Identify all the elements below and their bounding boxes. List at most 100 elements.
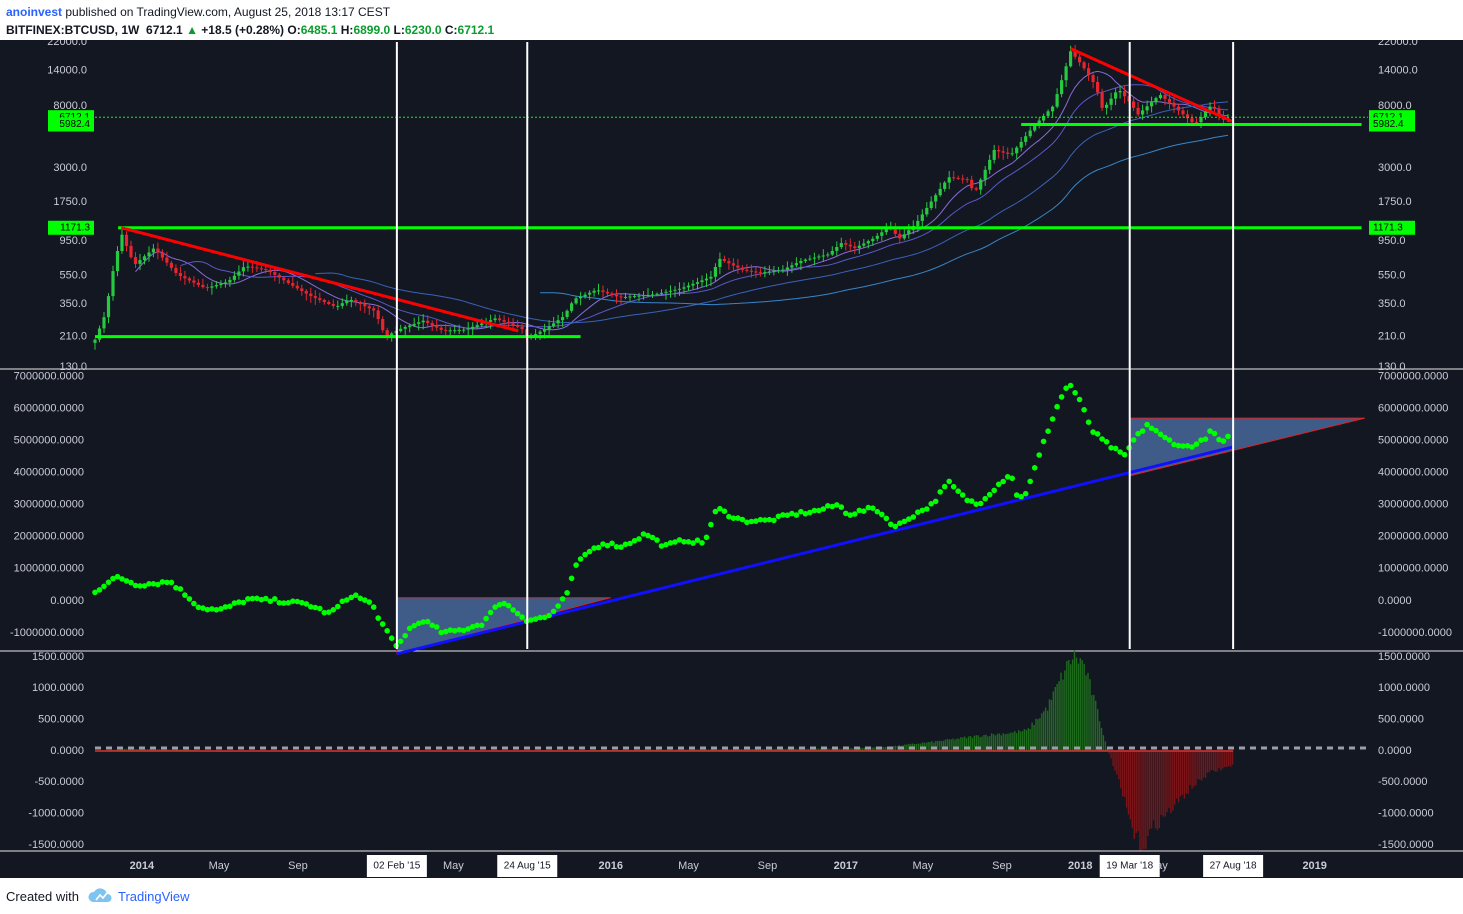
histogram-bar	[873, 747, 875, 751]
price-pane[interactable]: 22000.0 22000.0 14000.0 14000.0 8000.0 8000.0…	[0, 40, 1463, 373]
histogram-bar	[1012, 732, 1014, 751]
indicator-dot	[622, 541, 629, 548]
candle-body	[97, 328, 102, 340]
indicator-dot	[415, 620, 422, 627]
indicator-dot	[254, 595, 260, 602]
indicator-dot	[299, 599, 305, 606]
price-tag-right	[1369, 220, 1415, 235]
indicator-dot	[1040, 438, 1047, 445]
candle-body	[1123, 91, 1127, 97]
tradingview-brand[interactable]: TradingView	[118, 889, 190, 904]
indicator-dot	[546, 612, 552, 619]
candle-body	[1163, 95, 1167, 99]
indicator-dot	[537, 614, 543, 621]
indicator-dot	[748, 518, 755, 525]
candle-body	[785, 267, 789, 270]
histogram-bar	[906, 744, 908, 751]
histogram-bar	[757, 748, 760, 751]
candle-body	[812, 257, 816, 259]
price-tick-label-right: 550.0	[1378, 270, 1406, 282]
candle-body	[237, 271, 241, 276]
candle-body	[142, 256, 147, 261]
candle-body	[668, 290, 673, 292]
candle-body	[498, 318, 502, 321]
resistance-trendline[interactable]	[120, 226, 519, 333]
histogram-bar	[1141, 750, 1143, 851]
candle-body	[1055, 94, 1059, 107]
candle-body	[605, 291, 610, 294]
indicator-dot	[227, 603, 233, 610]
candle-body	[345, 300, 349, 304]
histogram-bar	[1218, 750, 1220, 769]
oscillator-pane[interactable]: 1500.0000 1500.0000 1000.0000 1000.0000 500.…	[28, 650, 1434, 851]
candle-body	[475, 325, 479, 327]
histogram-bar	[1145, 750, 1147, 850]
indicator-dot	[451, 628, 458, 634]
price-tag-left-label: 6712.1	[59, 112, 90, 123]
histogram-bar	[1125, 750, 1128, 808]
candle-body	[1105, 104, 1109, 108]
time-axis[interactable]: 2014MaySepMay2016MaySep2017MaySep2018May…	[0, 42, 1463, 877]
candle-body	[677, 288, 682, 290]
histogram-bar	[131, 748, 133, 751]
highlighted-date-tag	[366, 855, 427, 877]
indicator-dot	[339, 598, 346, 605]
oscillator-tick-label-right: -500.0000	[1378, 776, 1428, 788]
histogram-bar	[983, 735, 985, 751]
candle-body	[129, 245, 133, 258]
chart-background	[0, 40, 1463, 878]
histogram-bar	[719, 749, 721, 751]
histogram-bar	[802, 748, 804, 751]
indicator-dot	[892, 523, 899, 530]
histogram-bar	[1102, 735, 1105, 751]
price-tick-label-left: 550.0	[59, 270, 87, 282]
indicator-pane[interactable]: 7000000.0000 7000000.0000 6000000.0000 6000…	[0, 370, 1463, 656]
histogram-bar	[761, 749, 764, 751]
histogram-bar	[703, 749, 706, 751]
histogram-bar	[1185, 750, 1187, 794]
indicator-dot	[317, 605, 323, 612]
indicator-dot	[1144, 421, 1150, 428]
candle-body	[821, 255, 825, 257]
indicator-dot	[155, 581, 161, 588]
histogram-bar	[1075, 657, 1078, 751]
candle-body	[1132, 101, 1136, 108]
price-tag-right-label: 5982.4	[1373, 119, 1404, 130]
indicator-tick-label-left: 6000000.0000	[14, 402, 84, 414]
price-tick-label-left: 3000.0	[53, 162, 87, 174]
resistance-trendline[interactable]	[1070, 47, 1233, 123]
oscillator-tick-label-right: -1500.0000	[1378, 839, 1434, 851]
histogram-bar	[975, 735, 977, 751]
candle-body	[965, 179, 969, 181]
histogram-bar	[834, 748, 837, 751]
indicator-dot	[807, 509, 813, 516]
histogram-bar	[1085, 675, 1087, 751]
histogram-bar	[1160, 750, 1162, 815]
author-link[interactable]: anoinvest	[6, 5, 63, 19]
histogram-bar	[1027, 728, 1029, 751]
indicator-dot	[937, 489, 943, 495]
chart-canvas[interactable]: 22000.0 22000.0 14000.0 14000.0 8000.0 8000.0…	[0, 40, 1463, 878]
candle-body	[934, 195, 938, 202]
histogram-bar	[804, 748, 806, 751]
indicator-dot	[1220, 438, 1227, 444]
histogram-bar	[1191, 750, 1193, 789]
indicator-dot	[568, 575, 575, 582]
candle-body	[1019, 141, 1023, 148]
symbol-label[interactable]: BITFINEX:BTCUSD, 1W	[6, 23, 140, 37]
indicator-dot	[411, 622, 418, 629]
candle-body	[286, 280, 290, 283]
indicator-dot	[681, 539, 687, 545]
candle-body	[579, 296, 583, 299]
candle-body	[907, 230, 911, 235]
indicator-dot	[1139, 428, 1146, 434]
candle-body	[623, 296, 628, 298]
histogram-bar	[721, 749, 723, 751]
indicator-dot	[811, 507, 818, 514]
histogram-bar	[1123, 750, 1126, 798]
histogram-bar	[1174, 750, 1176, 805]
candle-body	[403, 327, 407, 329]
indicator-dot	[959, 492, 966, 498]
histogram-bar	[1204, 750, 1207, 778]
candle-body	[160, 252, 164, 258]
